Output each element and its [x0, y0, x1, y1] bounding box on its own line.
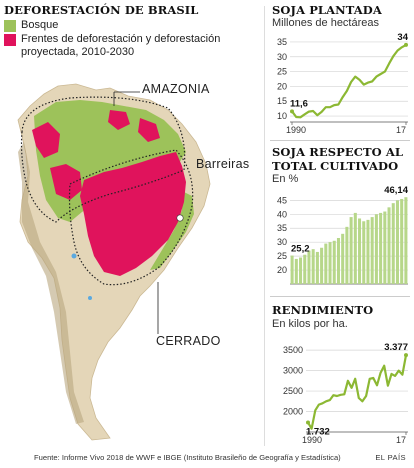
bar — [358, 218, 362, 284]
bar — [387, 207, 391, 284]
bar — [311, 249, 315, 284]
label-barreiras: Barreiras — [196, 157, 250, 171]
bar — [303, 254, 307, 284]
bar — [290, 255, 294, 284]
bar — [307, 250, 311, 284]
y-tick-label: 35 — [277, 223, 287, 233]
divider-1 — [270, 140, 410, 141]
bar — [370, 217, 374, 284]
lake-1 — [71, 253, 77, 259]
label-last: 34 — [397, 32, 408, 43]
label-amazonia: AMAZONIA — [142, 82, 210, 96]
label-last: 3.377 — [384, 342, 408, 353]
deforestation-west — [50, 164, 82, 200]
chart-rendimiento: 2000 2500 3000 3500 1.732 3.377 1990 17 — [283, 342, 408, 445]
bar — [299, 257, 303, 284]
barreiras-marker — [176, 214, 184, 222]
y-tick-label: 40 — [277, 209, 287, 219]
legend-label-deforestation: Frentes de deforestación y deforestación… — [21, 33, 221, 58]
legend-swatch-deforestation — [4, 34, 16, 46]
bar — [341, 233, 345, 284]
bar — [315, 251, 319, 284]
label-last: 46,14 — [384, 186, 408, 196]
y-tick-label: 3500 — [283, 345, 303, 355]
label-first: 25,2 — [291, 244, 310, 255]
column-divider — [264, 6, 265, 446]
bar — [353, 212, 357, 284]
bar — [332, 240, 336, 284]
bar — [379, 212, 383, 284]
chart1-title: SOJA PLANTADA — [272, 3, 382, 17]
legend-swatch-forest — [4, 20, 16, 32]
chart3-subtitle: En kilos por ha. — [272, 318, 348, 330]
map-title: DEFORESTACIÓN DE BRASIL — [4, 3, 199, 17]
bar — [336, 238, 340, 284]
y-tick-label: 15 — [277, 96, 287, 106]
y-tick-label: 2000 — [283, 407, 303, 417]
point-last — [404, 353, 408, 358]
point-first — [306, 420, 310, 425]
bar — [391, 203, 395, 284]
x-tick-end: 17 — [396, 125, 406, 135]
lake-2 — [88, 296, 92, 300]
chart2-title: SOJA RESPECTO AL TOTAL CULTIVADO — [272, 145, 404, 173]
forest-atlantic — [150, 190, 194, 270]
x-tick-start: 1990 — [286, 125, 306, 135]
chart-soja-respecto: 20 25 30 35 40 45 25,2 46,14 — [277, 186, 409, 285]
bar — [362, 221, 366, 284]
bar — [400, 198, 404, 284]
chart3-title: RENDIMIENTO — [272, 303, 374, 317]
y-tick-label: 30 — [277, 52, 287, 62]
point-first — [290, 109, 294, 114]
deforestation-north — [32, 110, 160, 158]
legend-item-deforestation: Frentes de deforestación y deforestación… — [4, 33, 244, 59]
y-tick-label: 35 — [277, 37, 287, 47]
label-first: 11,6 — [290, 98, 308, 109]
bar — [320, 247, 324, 284]
x-tick-start: 1990 — [302, 435, 322, 445]
y-tick-label: 45 — [277, 195, 287, 205]
bar — [366, 219, 370, 284]
bar — [294, 258, 298, 284]
label-first: 1.732 — [306, 427, 330, 438]
bar — [404, 197, 408, 284]
y-tick-label: 10 — [277, 111, 287, 121]
chart-soja-plantada: 10 15 20 25 30 35 11,6 34 1990 17 — [277, 32, 409, 135]
series-line — [307, 355, 408, 430]
y-tick-label: 25 — [277, 251, 287, 261]
divider-2 — [270, 296, 410, 297]
y-tick-label: 20 — [277, 265, 287, 275]
bar — [374, 214, 378, 284]
bar — [345, 226, 349, 284]
deforestation-arc — [80, 152, 186, 276]
bar — [324, 243, 328, 284]
andes-relief — [18, 142, 84, 424]
point-last — [404, 42, 408, 47]
bar — [383, 211, 387, 284]
bar — [395, 200, 399, 284]
chart2-subtitle: En % — [272, 173, 299, 185]
y-tick-label: 3000 — [283, 366, 303, 376]
footer-source: Fuente: Informe Vivo 2018 de WWF e IBGE … — [34, 453, 341, 462]
cerrado-outline — [68, 149, 194, 286]
bar — [328, 242, 332, 284]
y-tick-label: 20 — [277, 81, 287, 91]
x-tick-end: 17 — [396, 435, 406, 445]
legend-item-forest: Bosque — [4, 19, 58, 32]
y-tick-label: 2500 — [283, 386, 303, 396]
footer-brand: EL PAÍS — [375, 453, 406, 462]
bar — [349, 217, 353, 284]
series-line — [291, 43, 407, 119]
legend-label-forest: Bosque — [21, 19, 59, 31]
y-tick-label: 30 — [277, 237, 287, 247]
south-america-map — [17, 83, 211, 441]
label-cerrado: CERRADO — [156, 334, 221, 348]
y-tick-label: 25 — [277, 67, 287, 77]
chart1-subtitle: Millones de hectáreas — [272, 17, 380, 29]
amazonia-outline — [20, 96, 186, 223]
